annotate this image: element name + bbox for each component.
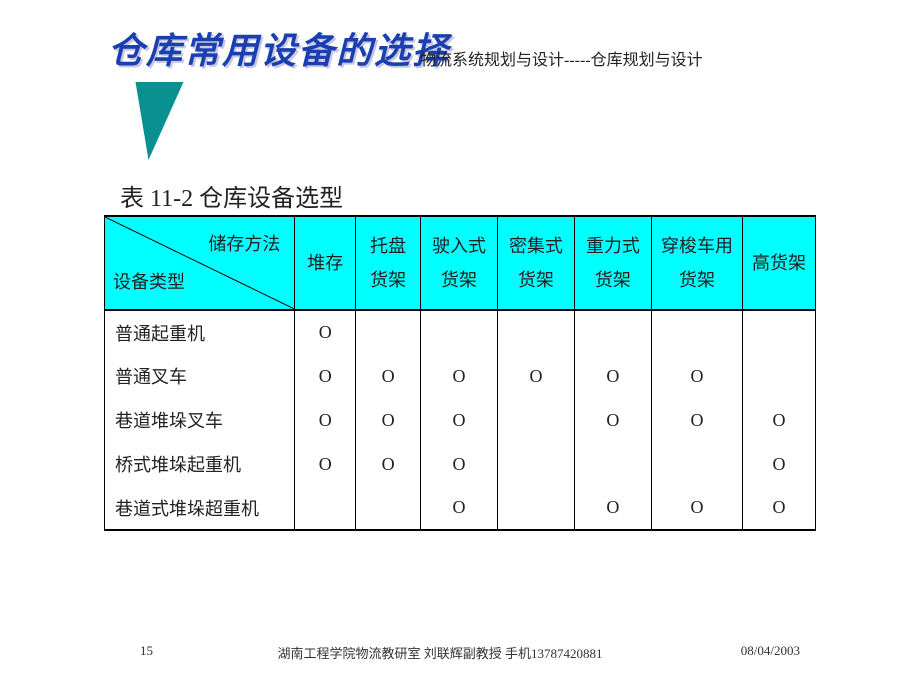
table-row: 普通起重机O	[105, 310, 816, 354]
table-cell	[356, 486, 421, 530]
table-cell: O	[574, 354, 651, 398]
row-label: 巷道式堆垛超重机	[105, 486, 295, 530]
table-header-row: 储存方法 设备类型 堆存托盘货架驶入式货架密集式货架重力式货架穿梭车用货架高货架	[105, 216, 816, 310]
table-cell	[651, 310, 742, 354]
table-cell: O	[420, 442, 497, 486]
table-cell: O	[651, 486, 742, 530]
table-cell	[651, 442, 742, 486]
equipment-table: 储存方法 设备类型 堆存托盘货架驶入式货架密集式货架重力式货架穿梭车用货架高货架…	[104, 215, 816, 531]
column-header: 重力式货架	[574, 216, 651, 310]
table-cell	[574, 310, 651, 354]
page-number: 15	[140, 643, 200, 662]
table-cell: O	[295, 354, 356, 398]
table-cell	[497, 310, 574, 354]
column-header: 密集式货架	[497, 216, 574, 310]
table-cell	[420, 310, 497, 354]
footer-org: 湖南工程学院物流教研室 刘联辉副教授 手机13787420881	[200, 643, 680, 662]
table-cell	[743, 354, 816, 398]
table-cell	[295, 486, 356, 530]
table-cell: O	[743, 486, 816, 530]
table-cell: O	[420, 486, 497, 530]
table-cell	[356, 310, 421, 354]
table-cell: O	[420, 398, 497, 442]
decorative-triangle	[125, 82, 184, 160]
table-row: 桥式堆垛起重机OOOO	[105, 442, 816, 486]
table-cell: O	[574, 486, 651, 530]
row-label: 普通叉车	[105, 354, 295, 398]
table-body: 普通起重机O普通叉车OOOOOO巷道堆垛叉车OOOOOO桥式堆垛起重机OOOO巷…	[105, 310, 816, 530]
table-cell	[497, 486, 574, 530]
main-title: 仓库常用设备的选择	[108, 22, 450, 74]
footer-date: 08/04/2003	[680, 643, 800, 662]
table-cell	[743, 310, 816, 354]
row-label: 巷道堆垛叉车	[105, 398, 295, 442]
table-caption: 表 11-2 仓库设备选型	[120, 178, 343, 213]
slide-footer: 15 湖南工程学院物流教研室 刘联辉副教授 手机13787420881 08/0…	[0, 643, 920, 662]
table-cell	[497, 442, 574, 486]
row-label: 桥式堆垛起重机	[105, 442, 295, 486]
column-header: 高货架	[743, 216, 816, 310]
diagonal-header: 储存方法 设备类型	[105, 216, 295, 310]
column-header: 堆存	[295, 216, 356, 310]
table-row: 普通叉车OOOOOO	[105, 354, 816, 398]
table-cell: O	[295, 398, 356, 442]
table-cell: O	[420, 354, 497, 398]
table-cell: O	[497, 354, 574, 398]
table-cell: O	[356, 442, 421, 486]
table-cell: O	[743, 398, 816, 442]
table-cell: O	[356, 354, 421, 398]
sub-title: 物流系统规划与设计-----仓库规划与设计	[420, 46, 703, 70]
table-cell: O	[743, 442, 816, 486]
table-row: 巷道式堆垛超重机OOOO	[105, 486, 816, 530]
table-cell: O	[574, 398, 651, 442]
diag-top-label: 储存方法	[208, 227, 280, 261]
table-row: 巷道堆垛叉车OOOOOO	[105, 398, 816, 442]
table-cell	[497, 398, 574, 442]
table-cell: O	[295, 310, 356, 354]
table-cell: O	[295, 442, 356, 486]
table-cell: O	[651, 398, 742, 442]
diag-bottom-label: 设备类型	[113, 265, 185, 299]
column-header: 穿梭车用货架	[651, 216, 742, 310]
table-cell: O	[356, 398, 421, 442]
table-cell: O	[651, 354, 742, 398]
column-header: 托盘货架	[356, 216, 421, 310]
row-label: 普通起重机	[105, 310, 295, 354]
column-header: 驶入式货架	[420, 216, 497, 310]
table-cell	[574, 442, 651, 486]
